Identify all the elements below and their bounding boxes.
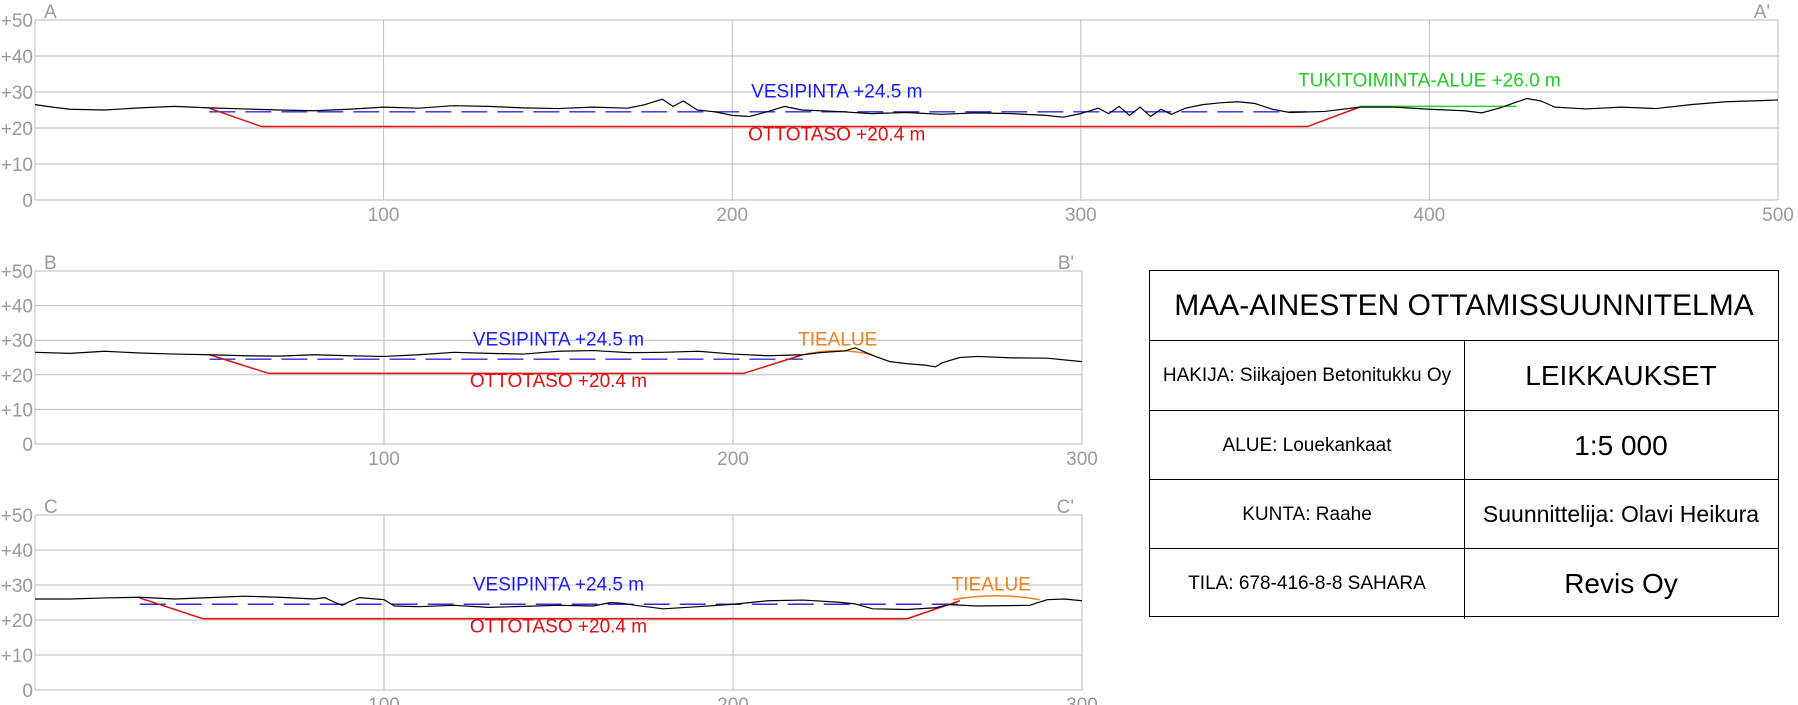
- property-text: TILA: 678-416-8-8 SAHARA: [1150, 549, 1465, 619]
- y-tick-label-c: +40: [1, 541, 33, 562]
- road-annotation-c: TIEALUE: [952, 574, 1031, 595]
- y-tick-label-c: +20: [1, 611, 33, 632]
- area-text: ALUE: Louekankaat: [1150, 411, 1465, 480]
- x-tick-label-a: 100: [368, 205, 400, 226]
- section-panel-c: 0 +10 +20 +30 +40 +50 100 200 300 C C' VESIPINTA +2…: [1, 497, 1098, 705]
- title-block: MAA-AINESTEN OTTAMISSUUNNITELMA HAKIJA: …: [1149, 270, 1779, 619]
- dig-annotation-a: OTTOTASO +20.4 m: [748, 125, 925, 146]
- area-row: ALUE: Louekankaat 1:5 000: [1150, 410, 1778, 480]
- designer-text: Suunnittelija: Olavi Heikura: [1482, 501, 1760, 527]
- y-tick-label-a: +30: [1, 83, 33, 104]
- water-annotation-b: VESIPINTA +24.5 m: [473, 329, 644, 350]
- municipality-row: KUNTA: Raahe Suunnittelija: Olavi Heikur…: [1150, 479, 1778, 549]
- section-start-label-a: A: [44, 2, 57, 23]
- y-tick-label-c: +50: [1, 506, 33, 527]
- dig-annotation-c: OTTOTASO +20.4 m: [470, 616, 647, 637]
- x-tick-label-c: 200: [717, 695, 749, 705]
- x-tick-label-a: 500: [1762, 205, 1794, 226]
- y-tick-label-b: 0: [22, 435, 33, 456]
- section-panel-a: 0 +10 +20 +30 +40 +50 100 200 300 400 500 A A' VESIPI…: [1, 2, 1794, 226]
- x-tick-label-a: 300: [1065, 205, 1097, 226]
- y-tick-label-b: +30: [1, 331, 33, 352]
- x-tick-label-b: 200: [717, 449, 749, 470]
- company-text: Revis Oy: [1564, 568, 1678, 599]
- drawing-type: LEIKKAUKSET: [1525, 360, 1717, 391]
- x-tick-label-a: 200: [716, 205, 748, 226]
- y-tick-label-a: 0: [22, 191, 33, 212]
- excavation-profile-c: [139, 597, 961, 620]
- applicant-row: HAKIJA: Siikajoen Betonitukku Oy LEIKKAU…: [1150, 340, 1778, 411]
- water-annotation-c: VESIPINTA +24.5 m: [473, 574, 644, 595]
- section-start-label-b: B: [44, 253, 57, 274]
- road-annotation-b: TIEALUE: [798, 329, 877, 350]
- y-tick-label-b: +10: [1, 400, 33, 421]
- section-end-label-c: C': [1057, 497, 1074, 518]
- section-start-label-c: C: [44, 497, 58, 518]
- section-end-label-a: A': [1754, 2, 1770, 23]
- road-zone-line-c: [952, 594, 1041, 601]
- y-tick-label-b: +20: [1, 366, 33, 387]
- dig-annotation-b: OTTOTASO +20.4 m: [470, 371, 647, 392]
- x-tick-label-c: 300: [1066, 695, 1098, 705]
- excavation-profile-b: [209, 354, 804, 375]
- section-panel-b: 0 +10 +20 +30 +40 +50 100 200 300 B B' VESIPINTA +2…: [1, 253, 1098, 470]
- title-row: MAA-AINESTEN OTTAMISSUUNNITELMA: [1150, 271, 1778, 340]
- terrain-profile-c: [35, 595, 1083, 611]
- y-tick-label-c: +10: [1, 646, 33, 667]
- x-tick-label-b: 100: [368, 449, 400, 470]
- scale-text: 1:5 000: [1574, 429, 1668, 461]
- applicant-text: HAKIJA: Siikajoen Betonitukku Oy: [1150, 341, 1465, 411]
- water-annotation-a: VESIPINTA +24.5 m: [751, 81, 922, 102]
- y-tick-label-b: +50: [1, 262, 33, 283]
- y-tick-label-b: +40: [1, 297, 33, 318]
- municipality-text: KUNTA: Raahe: [1150, 480, 1465, 549]
- y-tick-label-a: +50: [1, 11, 33, 32]
- y-tick-label-a: +40: [1, 47, 33, 68]
- y-tick-label-a: +20: [1, 119, 33, 140]
- terrain-profile-b: [34, 347, 1083, 368]
- y-tick-label-a: +10: [1, 155, 33, 176]
- x-tick-label-a: 400: [1414, 205, 1446, 226]
- x-tick-label-c: 100: [368, 695, 400, 705]
- section-end-label-b: B': [1058, 253, 1074, 274]
- x-tick-label-b: 300: [1066, 449, 1098, 470]
- y-tick-label-c: 0: [22, 681, 33, 702]
- terrain-profile-a: [34, 97, 1779, 118]
- property-row: TILA: 678-416-8-8 SAHARA Revis Oy: [1150, 548, 1778, 619]
- support-annotation-a: TUKITOIMINTA-ALUE +26.0 m: [1298, 71, 1561, 92]
- excavation-profile-a: [209, 106, 1360, 128]
- y-tick-label-c: +30: [1, 576, 33, 597]
- plan-title: MAA-AINESTEN OTTAMISSUUNNITELMA: [1174, 288, 1754, 322]
